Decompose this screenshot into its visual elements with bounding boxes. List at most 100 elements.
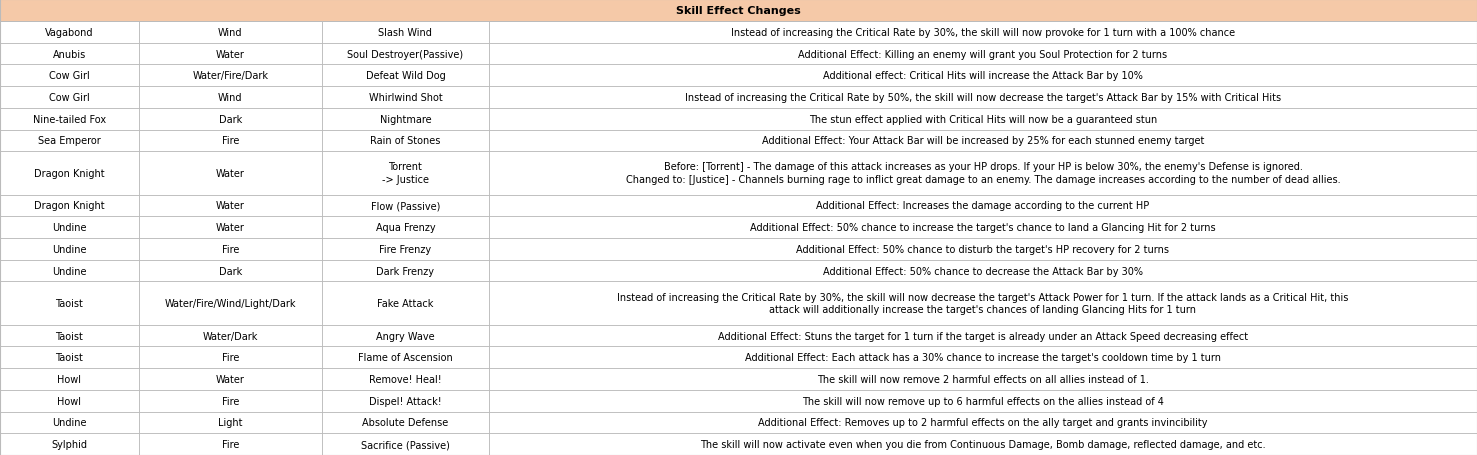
Text: The skill will now remove 2 harmful effects on all allies instead of 1.: The skill will now remove 2 harmful effe… <box>817 374 1149 384</box>
Bar <box>139 152 322 195</box>
Text: Additional Effect: 50% chance to disturb the target's HP recovery for 2 turns: Additional Effect: 50% chance to disturb… <box>796 244 1170 254</box>
Text: Dark: Dark <box>219 266 242 276</box>
Text: Undine: Undine <box>52 418 87 428</box>
Text: Nightmare: Nightmare <box>380 114 431 124</box>
Text: Additional Effect: Each attack has a 30% chance to increase the target's cooldow: Additional Effect: Each attack has a 30%… <box>744 353 1221 363</box>
Text: Water: Water <box>216 168 245 178</box>
Bar <box>0 109 139 130</box>
Bar <box>322 87 489 109</box>
Bar <box>0 433 1477 455</box>
Bar <box>0 87 1477 109</box>
Bar <box>489 65 1477 87</box>
Bar <box>0 238 1477 260</box>
Bar <box>139 109 322 130</box>
Text: Cow Girl: Cow Girl <box>49 93 90 103</box>
Text: Cow Girl: Cow Girl <box>49 71 90 81</box>
Bar <box>0 390 1477 412</box>
Text: Water: Water <box>216 374 245 384</box>
Text: Before: [Torrent] - The damage of this attack increases as your HP drops. If you: Before: [Torrent] - The damage of this a… <box>626 162 1340 185</box>
Bar <box>0 44 139 65</box>
Bar <box>322 260 489 282</box>
Bar <box>489 195 1477 217</box>
Bar <box>322 390 489 412</box>
Bar <box>0 22 139 44</box>
Text: The skill will now activate even when you die from Continuous Damage, Bomb damag: The skill will now activate even when yo… <box>700 439 1266 449</box>
Text: Aqua Frenzy: Aqua Frenzy <box>375 222 436 233</box>
Text: Sylphid: Sylphid <box>52 439 87 449</box>
Text: Water/Fire/Dark: Water/Fire/Dark <box>192 71 269 81</box>
Bar <box>139 412 322 433</box>
Bar <box>139 195 322 217</box>
Bar <box>139 390 322 412</box>
Bar <box>0 347 1477 369</box>
Bar <box>322 238 489 260</box>
Bar <box>0 347 139 369</box>
Bar <box>322 369 489 390</box>
Bar <box>0 412 1477 433</box>
Text: Angry Wave: Angry Wave <box>377 331 434 341</box>
Bar <box>0 238 139 260</box>
Text: Dark: Dark <box>219 114 242 124</box>
Bar <box>322 347 489 369</box>
Text: Additional effect: Critical Hits will increase the Attack Bar by 10%: Additional effect: Critical Hits will in… <box>823 71 1143 81</box>
Bar <box>139 22 322 44</box>
Text: Sacrifice (Passive): Sacrifice (Passive) <box>360 439 450 449</box>
Text: Water/Dark: Water/Dark <box>202 331 258 341</box>
Bar <box>0 22 1477 44</box>
Text: Skill Effect Changes: Skill Effect Changes <box>676 6 801 16</box>
Bar <box>0 152 1477 195</box>
Bar <box>0 87 139 109</box>
Text: Wind: Wind <box>219 93 242 103</box>
Bar <box>0 217 1477 238</box>
Bar <box>0 152 139 195</box>
Text: Water/Fire/Wind/Light/Dark: Water/Fire/Wind/Light/Dark <box>164 298 297 308</box>
Bar <box>0 65 1477 87</box>
Bar <box>139 282 322 325</box>
Text: Defeat Wild Dog: Defeat Wild Dog <box>366 71 445 81</box>
Bar <box>0 260 139 282</box>
Bar <box>139 65 322 87</box>
Bar <box>322 65 489 87</box>
Text: Dispel! Attack!: Dispel! Attack! <box>369 396 442 406</box>
Bar <box>489 433 1477 455</box>
Text: Instead of increasing the Critical Rate by 50%, the skill will now decrease the : Instead of increasing the Critical Rate … <box>685 93 1281 103</box>
Bar <box>0 433 139 455</box>
Text: Nine-tailed Fox: Nine-tailed Fox <box>32 114 106 124</box>
Bar <box>139 130 322 152</box>
Bar <box>322 412 489 433</box>
Text: Rain of Stones: Rain of Stones <box>371 136 440 146</box>
Text: Flame of Ascension: Flame of Ascension <box>357 353 453 363</box>
Bar <box>139 238 322 260</box>
Bar <box>322 217 489 238</box>
Bar <box>139 347 322 369</box>
Text: Remove! Heal!: Remove! Heal! <box>369 374 442 384</box>
Text: Vagabond: Vagabond <box>46 28 93 38</box>
Bar <box>489 390 1477 412</box>
Text: Undine: Undine <box>52 222 87 233</box>
Bar <box>489 130 1477 152</box>
Bar <box>489 369 1477 390</box>
Text: Taoist: Taoist <box>56 353 83 363</box>
Text: The stun effect applied with Critical Hits will now be a guaranteed stun: The stun effect applied with Critical Hi… <box>809 114 1156 124</box>
Bar <box>489 44 1477 65</box>
Bar <box>489 22 1477 44</box>
Text: Additional Effect: Killing an enemy will grant you Soul Protection for 2 turns: Additional Effect: Killing an enemy will… <box>799 50 1167 60</box>
Bar <box>0 369 1477 390</box>
Bar <box>0 0 1477 22</box>
Bar <box>322 109 489 130</box>
Bar <box>139 87 322 109</box>
Text: Howl: Howl <box>58 374 81 384</box>
Bar <box>0 195 139 217</box>
Text: Dragon Knight: Dragon Knight <box>34 168 105 178</box>
Bar <box>0 130 139 152</box>
Bar <box>489 238 1477 260</box>
Text: Water: Water <box>216 201 245 211</box>
Bar <box>322 195 489 217</box>
Bar <box>322 282 489 325</box>
Bar <box>322 433 489 455</box>
Bar <box>489 217 1477 238</box>
Text: Instead of increasing the Critical Rate by 30%, the skill will now provoke for 1: Instead of increasing the Critical Rate … <box>731 28 1235 38</box>
Text: Additional Effect: Stuns the target for 1 turn if the target is already under an: Additional Effect: Stuns the target for … <box>718 331 1248 341</box>
Bar <box>0 65 139 87</box>
Text: Flow (Passive): Flow (Passive) <box>371 201 440 211</box>
